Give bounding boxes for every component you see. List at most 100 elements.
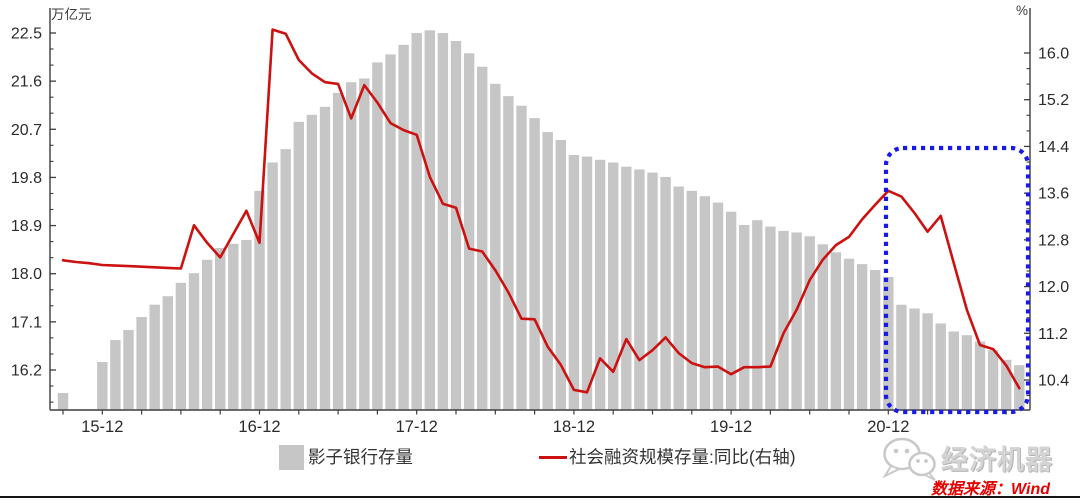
bar	[673, 186, 684, 410]
bar	[503, 96, 514, 410]
bar	[398, 44, 409, 410]
x-axis-label: 15-12	[81, 418, 123, 436]
x-axis-label: 20-12	[867, 418, 909, 436]
data-source-credit: 数据来源：Wind	[931, 481, 1050, 498]
bar	[293, 121, 304, 410]
bar	[686, 190, 697, 410]
bar	[477, 66, 488, 410]
bar	[974, 341, 986, 410]
bar	[463, 53, 475, 410]
brand-text: 经济机器	[941, 445, 1053, 475]
bar	[594, 159, 606, 410]
bar	[385, 54, 396, 410]
bar	[542, 132, 553, 410]
bar	[1001, 359, 1012, 410]
bar	[883, 276, 894, 410]
y-axis-tick-label: 18.0	[11, 266, 42, 283]
right-axis-unit: %	[1015, 3, 1028, 18]
y-axis-tick-label: 18.9	[11, 218, 42, 235]
x-axis-label: 19-12	[710, 418, 752, 436]
y-axis-tick-label: 16.2	[11, 363, 42, 380]
bar	[608, 162, 619, 410]
bar	[856, 264, 868, 410]
bar	[529, 118, 540, 410]
line-swatch-icon	[539, 456, 567, 459]
bar	[162, 296, 173, 410]
bar	[804, 236, 815, 410]
y-axis-tick-label: 13.6	[1038, 186, 1069, 203]
tsf-yoy-line	[61, 28, 1021, 394]
bar	[987, 350, 999, 410]
bar	[97, 362, 108, 410]
bar	[765, 226, 776, 410]
bar	[57, 393, 69, 410]
left-axis-unit: 万亿元	[51, 7, 92, 22]
bar	[739, 225, 750, 410]
bar	[136, 317, 147, 410]
bar	[450, 41, 462, 410]
bar	[175, 282, 187, 410]
bar	[359, 78, 370, 410]
bar	[555, 140, 566, 410]
bar	[699, 196, 711, 410]
y-axis-tick-label: 21.6	[11, 74, 42, 91]
y-axis-tick-label: 12.0	[1038, 279, 1069, 296]
bar	[621, 166, 632, 410]
bar	[110, 340, 121, 410]
bar	[437, 33, 449, 410]
bar	[346, 82, 357, 410]
bar	[660, 176, 671, 410]
bar	[228, 243, 239, 410]
y-axis-tick-label: 17.1	[11, 314, 42, 331]
wechat-logo-icon	[882, 437, 936, 481]
y-axis-tick-label: 22.5	[11, 26, 42, 43]
bottom-divider	[0, 496, 1080, 499]
y-axis-tick-label: 12.8	[1038, 232, 1069, 249]
highlight-box	[883, 145, 1031, 415]
bar	[516, 105, 527, 410]
y-axis-tick-label: 10.4	[1038, 373, 1069, 390]
x-axis-label: 17-12	[396, 418, 438, 436]
bar	[254, 190, 265, 410]
bar	[215, 248, 226, 410]
x-axis-label: 16-12	[238, 418, 280, 436]
y-axis-tick-label: 16.0	[1038, 46, 1069, 63]
y-axis-tick-label: 20.7	[11, 122, 42, 139]
bar	[372, 62, 383, 410]
legend-item-bars: 影子银行存量	[279, 445, 413, 470]
legend-item-line: 社会融资规模存量:同比(右轴)	[539, 445, 796, 470]
bar	[581, 156, 593, 410]
bar	[909, 308, 920, 410]
bar	[712, 202, 724, 410]
bar	[896, 304, 907, 410]
bar	[267, 162, 278, 410]
bar	[411, 33, 422, 410]
bar	[201, 259, 213, 410]
bar	[424, 30, 435, 410]
bar	[647, 172, 658, 410]
legend-bar-label: 影子银行存量	[308, 447, 413, 467]
y-axis-tick-label: 14.4	[1038, 139, 1069, 156]
bar	[870, 270, 881, 410]
bar	[961, 335, 973, 410]
bar	[843, 258, 855, 410]
bar	[568, 155, 580, 410]
bar	[149, 304, 160, 410]
bar	[922, 313, 933, 410]
bar	[306, 114, 318, 410]
legend-line-label: 社会融资规模存量:同比(右轴)	[569, 447, 796, 467]
bar	[752, 220, 763, 410]
y-axis-tick-label: 11.2	[1038, 326, 1068, 343]
bar	[332, 92, 344, 410]
bar	[935, 323, 946, 410]
bar	[188, 273, 200, 410]
bar-swatch-icon	[279, 445, 304, 470]
bar	[634, 169, 645, 410]
y-axis-tick-label: 15.2	[1038, 92, 1069, 109]
bar	[241, 240, 252, 410]
bar	[778, 230, 789, 410]
x-axis-label: 18-12	[553, 418, 595, 436]
bar	[830, 252, 842, 410]
